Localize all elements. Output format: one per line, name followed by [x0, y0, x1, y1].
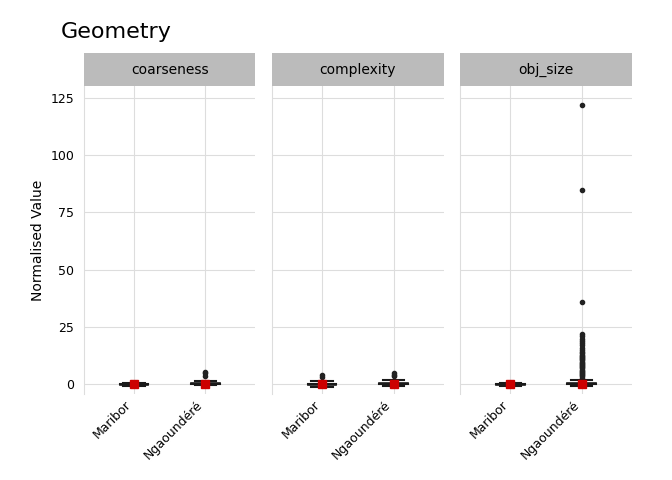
Text: Geometry: Geometry	[60, 22, 171, 42]
Bar	[567, 383, 596, 384]
Text: complexity: complexity	[320, 62, 396, 77]
Text: coarseness: coarseness	[131, 62, 208, 77]
Y-axis label: Normalised Value: Normalised Value	[31, 180, 45, 300]
Text: obj_size: obj_size	[518, 62, 574, 77]
